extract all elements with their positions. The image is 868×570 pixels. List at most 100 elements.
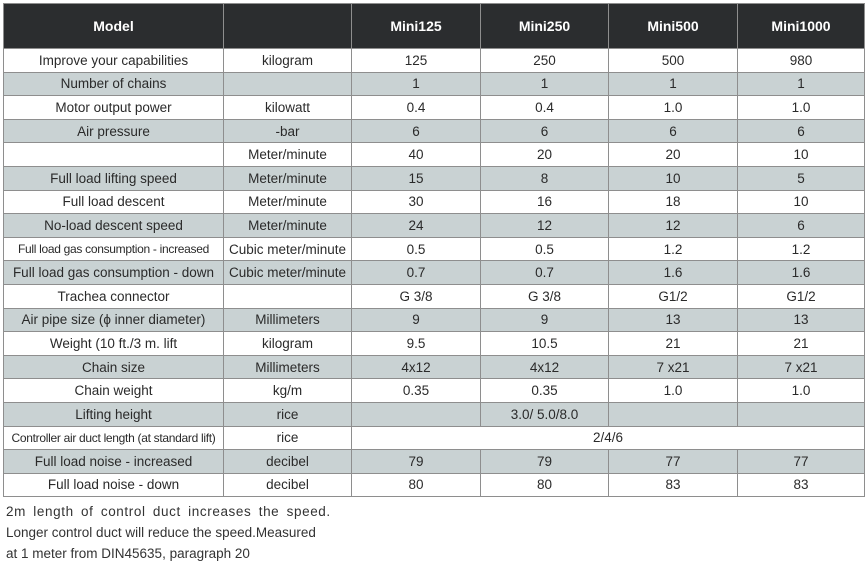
table-row: Full load descent Meter/minute 30 16 18 10 xyxy=(3,189,865,215)
cell-mini1000: 1 xyxy=(737,71,865,97)
row-unit: kg/m xyxy=(223,378,352,403)
spec-table: Model Mini125 Mini250 Mini500 Mini1000 I… xyxy=(3,3,865,498)
cell-mini125: 9 xyxy=(351,307,481,333)
row-unit: Meter/minute xyxy=(223,189,352,215)
footnote-line: at 1 meter from DIN45635, paragraph 20 xyxy=(6,546,250,561)
table-header-row: Model Mini125 Mini250 Mini500 Mini1000 xyxy=(3,3,865,49)
row-unit: Millimeters xyxy=(223,307,352,333)
row-label: Controller air duct length (at standard … xyxy=(3,425,224,451)
cell-mini1000: 13 xyxy=(737,307,865,333)
row-label: Full load descent xyxy=(3,189,224,215)
cell-mini125: G 3/8 xyxy=(351,283,481,309)
cell-mini250: 0.4 xyxy=(480,95,609,120)
cell-mini1000: 5 xyxy=(737,165,865,191)
cell-mini250: 16 xyxy=(480,189,609,215)
table-row: Chain size Millimeters 4x12 4x12 7 x21 7 x21 xyxy=(3,354,865,380)
row-label: Full load noise - increased xyxy=(3,449,224,474)
cell-mini500: 13 xyxy=(608,307,738,333)
cell-mini125: 15 xyxy=(351,165,481,191)
cell-mini250: 20 xyxy=(480,142,609,167)
cell-mini250: 0.35 xyxy=(480,378,609,403)
cell-mini500: 21 xyxy=(608,331,738,356)
cell-mini500: 20 xyxy=(608,142,738,167)
row-unit: -bar xyxy=(223,118,352,144)
cell-mini250: 4x12 xyxy=(480,354,609,380)
table-row: Chain weight kg/m 0.35 0.35 1.0 1.0 xyxy=(3,378,865,403)
row-unit: kilowatt xyxy=(223,95,352,120)
footnotes: 2m length of control duct increases the … xyxy=(6,501,331,564)
cell-mini125: 0.35 xyxy=(351,378,481,403)
cell-mini250: 9 xyxy=(480,307,609,333)
header-model: Model xyxy=(3,3,224,49)
cell-mini125: 79 xyxy=(351,449,481,474)
table-row: No-load descent speed Meter/minute 24 12 12 6 xyxy=(3,213,865,238)
cell-mini1000: 83 xyxy=(737,472,865,498)
table-row: Improve your capabilities kilogram 125 250 5… xyxy=(3,48,865,73)
row-label: Full load gas consumption - increased xyxy=(3,236,224,262)
cell-mini1000 xyxy=(737,401,865,427)
row-label: Improve your capabilities xyxy=(3,48,224,73)
row-unit: Cubic meter/minute xyxy=(223,236,352,262)
cell-mini250: 0.5 xyxy=(480,236,609,262)
cell-mini500: 10 xyxy=(608,165,738,191)
cell-mini125: 125 xyxy=(351,48,481,73)
header-unit xyxy=(223,3,352,49)
row-unit: decibel xyxy=(223,449,352,474)
table-row: Air pipe size (ϕ inner diameter) Millimet… xyxy=(3,307,865,333)
row-label: Trachea connector xyxy=(3,283,224,309)
row-unit: rice xyxy=(223,401,352,427)
cell-mini250: 12 xyxy=(480,213,609,238)
row-label: Number of chains xyxy=(3,71,224,97)
cell-mini500: 1.2 xyxy=(608,236,738,262)
row-label: Weight (10 ft./3 m. lift xyxy=(3,331,224,356)
cell-mini500: 83 xyxy=(608,472,738,498)
cell-mini250: 6 xyxy=(480,118,609,144)
cell-mini125: 6 xyxy=(351,118,481,144)
cell-mini500: 1.6 xyxy=(608,260,738,285)
row-unit: Meter/minute xyxy=(223,142,352,167)
row-label: Full load gas consumption - down xyxy=(3,260,224,285)
cell-mini125: 80 xyxy=(351,472,481,498)
row-unit: rice xyxy=(223,425,352,451)
row-label: Air pipe size (ϕ inner diameter) xyxy=(3,307,224,333)
cell-mini500: 12 xyxy=(608,213,738,238)
row-unit: Meter/minute xyxy=(223,165,352,191)
cell-mini1000: 1.0 xyxy=(737,378,865,403)
header-mini1000: Mini1000 xyxy=(737,3,865,49)
cell-mini125: 30 xyxy=(351,189,481,215)
cell-mini500 xyxy=(608,401,738,427)
table-row: Lifting height rice 3.0/ 5.0/8.0 xyxy=(3,401,865,427)
cell-mini1000: 7 x21 xyxy=(737,354,865,380)
cell-merged: 2/4/6 xyxy=(351,425,865,451)
cell-mini1000: 10 xyxy=(737,189,865,215)
table-row: Controller air duct length (at standard … xyxy=(3,425,865,451)
cell-mini500: 77 xyxy=(608,449,738,474)
cell-mini125: 1 xyxy=(351,71,481,97)
cell-mini1000: 77 xyxy=(737,449,865,474)
row-label: Full load lifting speed xyxy=(3,165,224,191)
cell-mini250: 79 xyxy=(480,449,609,474)
cell-mini125: 0.4 xyxy=(351,95,481,120)
cell-merged: 3.0/ 5.0/8.0 xyxy=(480,401,609,427)
table-row: Full load noise - increased decibel 79 79 77… xyxy=(3,449,865,474)
table-row: Full load gas consumption - down Cubic me… xyxy=(3,260,865,285)
row-unit: Cubic meter/minute xyxy=(223,260,352,285)
row-unit: Meter/minute xyxy=(223,213,352,238)
cell-mini250: 8 xyxy=(480,165,609,191)
row-label xyxy=(3,142,224,167)
cell-mini500: 18 xyxy=(608,189,738,215)
cell-mini250: G 3/8 xyxy=(480,283,609,309)
row-label: Chain weight xyxy=(3,378,224,403)
footnote-line: 2m length of control duct increases the … xyxy=(6,504,331,519)
cell-mini500: 1.0 xyxy=(608,95,738,120)
row-label: Full load noise - down xyxy=(3,472,224,498)
header-mini250: Mini250 xyxy=(480,3,609,49)
table-row: Trachea connector G 3/8 G 3/8 G1/2 G1/2 xyxy=(3,283,865,309)
cell-mini1000: 1.6 xyxy=(737,260,865,285)
row-label: Air pressure xyxy=(3,118,224,144)
table-row: Motor output power kilowatt 0.4 0.4 1.0 1.0 xyxy=(3,95,865,120)
row-label: Lifting height xyxy=(3,401,224,427)
table-row: Weight (10 ft./3 m. lift kilogram 9.5 10.5 2… xyxy=(3,331,865,356)
cell-mini1000: 1.2 xyxy=(737,236,865,262)
cell-mini500: 1.0 xyxy=(608,378,738,403)
